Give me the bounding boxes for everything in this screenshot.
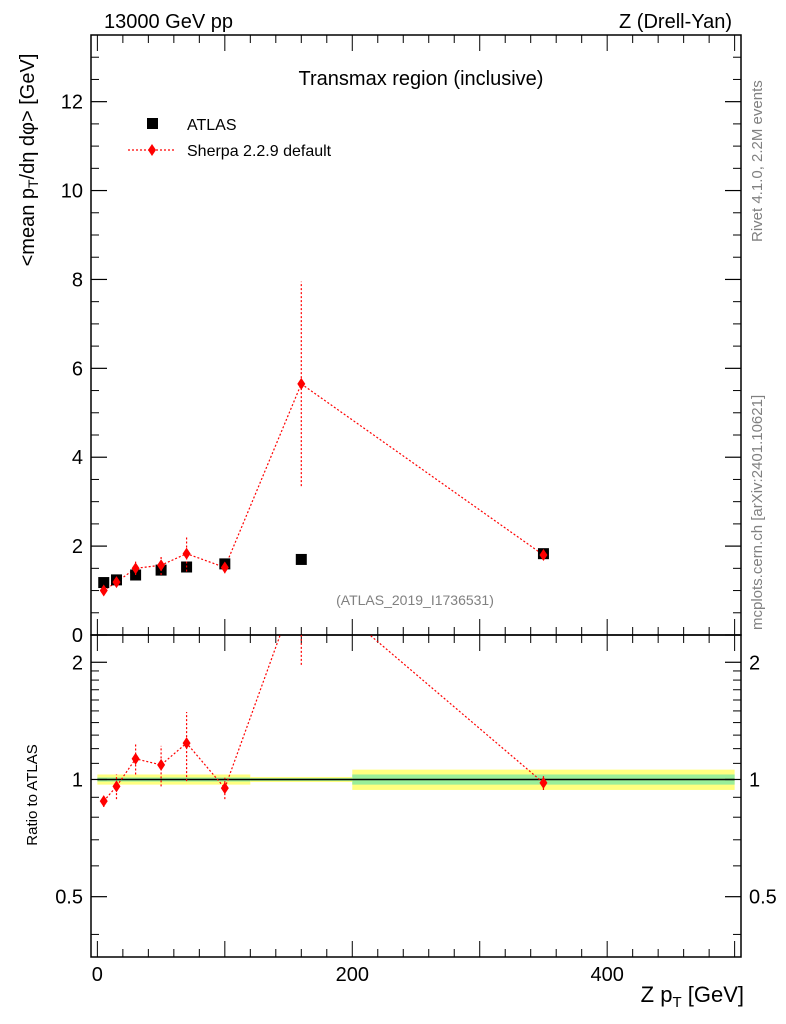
main-y-label-b: /dη dφ> [GeV] (17, 54, 39, 180)
atlas-point (98, 577, 110, 589)
x-tick-label: 400 (590, 964, 623, 986)
x-label-b: [GeV] (682, 982, 744, 1007)
atlas-point (295, 553, 307, 565)
sherpa-line (103, 382, 544, 592)
ratio-point (157, 758, 166, 771)
main-y-axis-label: <mean pT/dη dφ> [GeV] (17, 54, 41, 267)
sherpa-point (99, 584, 108, 597)
x-axis-label: Z pT [GeV] (641, 982, 744, 1011)
main-ytick-label: 4 (72, 447, 83, 469)
ratio-ytick-label: 2 (72, 652, 83, 674)
ratio-ytick-label-right: 2 (749, 652, 760, 674)
ratio-ytick-label: 1 (72, 769, 83, 791)
ratio-ticks: 0.5 0.5 1 1 2 2 0 200 400 (55, 635, 777, 986)
legend-sherpa-label: Sherpa 2.2.9 default (187, 143, 332, 160)
ratio-panel-frame (90, 634, 742, 958)
x-label-sub: T (672, 994, 681, 1011)
sherpa-point (182, 547, 191, 560)
sherpa-point (539, 549, 548, 561)
ratio-y-axis-label: Ratio to ATLAS (24, 744, 41, 845)
chart-title: Transmax region (inclusive) (299, 68, 544, 90)
ratio-point (539, 776, 548, 789)
main-ytick-label: 12 (61, 92, 83, 114)
header-left: 13000 GeV pp (104, 11, 233, 33)
main-ytick-label: 0 (72, 625, 83, 647)
ratio-point (182, 737, 191, 750)
sherpa-point (131, 562, 140, 575)
sherpa-point (112, 576, 121, 589)
main-ytick-label: 6 (72, 358, 83, 380)
legend-sherpa-marker (148, 144, 156, 156)
header-right: Z (Drell-Yan) (619, 11, 732, 33)
main-series (98, 281, 549, 597)
legend-atlas-marker (147, 118, 158, 129)
ratio-uncertainty-bands (97, 769, 735, 790)
x-tick-label: 0 (92, 964, 103, 986)
ratio-point (112, 780, 121, 793)
ratio-point (297, 571, 305, 583)
ratio-ytick-label: 0.5 (55, 887, 83, 909)
main-ytick-label: 10 (61, 181, 83, 203)
ratio-point (99, 795, 108, 808)
x-label-a: Z p (641, 982, 673, 1007)
sherpa-point (157, 559, 166, 572)
main-y-label-a: <mean p (17, 188, 39, 266)
legend-atlas-label: ATLAS (187, 117, 237, 134)
ratio-point (131, 752, 140, 765)
main-ytick-label: 8 (72, 269, 83, 291)
rivet-version-label: Rivet 4.1.0, 2.2M events (749, 80, 766, 242)
main-y-label-sub: T (25, 179, 41, 188)
main-ticks: 0 2 4 6 8 10 12 (61, 35, 741, 647)
x-tick-label: 200 (336, 964, 369, 986)
main-ytick-label: 2 (72, 536, 83, 558)
legend: ATLAS Sherpa 2.2.9 default (128, 117, 332, 160)
mcplots-source-label: mcplots.cern.ch [arXiv:2401.10621] (749, 395, 766, 630)
ratio-ytick-label-right: 0.5 (749, 887, 777, 909)
analysis-watermark: (ATLAS_2019_I1736531) (336, 592, 494, 608)
sherpa-point (220, 561, 229, 574)
ratio-ytick-label-right: 1 (749, 769, 760, 791)
ratio-series (99, 571, 548, 808)
sherpa-point (297, 377, 306, 390)
ratio-line (103, 635, 544, 802)
ratio-point (220, 782, 229, 795)
